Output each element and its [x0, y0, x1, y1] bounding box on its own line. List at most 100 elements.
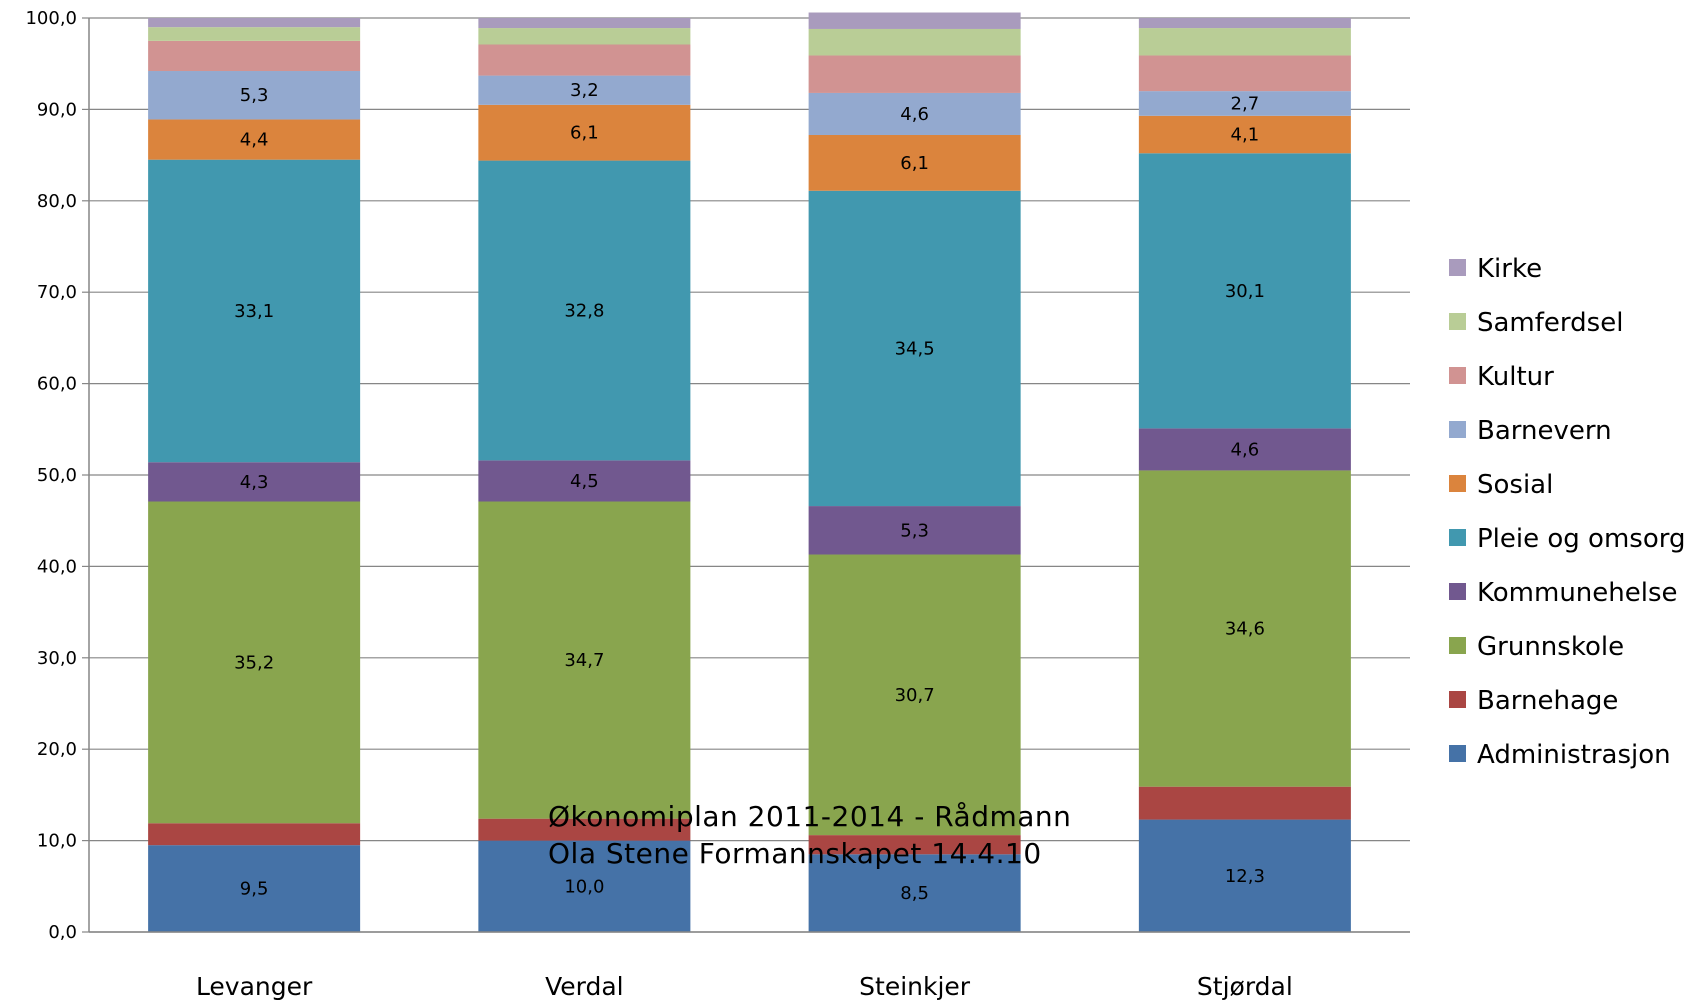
- legend: Kirke Samferdsel Kultur Barnevern Sosial Plei…: [1449, 254, 1685, 770]
- bar-segment: [1138, 428, 1351, 471]
- annotation-line-2: Ola Stene Formannskapet 14.4.10: [548, 837, 1042, 870]
- bar-segment: [478, 28, 691, 45]
- legend-label: Pleie og omsorg: [1477, 524, 1685, 554]
- x-axis-categories: Levanger Verdal Steinkjer Stjørdal: [196, 972, 1293, 1000]
- annotation-text: Økonomiplan 2011-2014 - Rådmann Ola Sten…: [548, 800, 1071, 870]
- y-tick-label: 60,0: [37, 374, 77, 395]
- legend-swatch: [1449, 367, 1466, 384]
- data-label: 8,5: [900, 883, 929, 904]
- x-category-label: Levanger: [196, 972, 313, 1000]
- bar-segment: [808, 854, 1021, 932]
- bar-segment: [808, 835, 1021, 855]
- bar-segment: [808, 134, 1021, 191]
- bar-segment: [148, 845, 361, 932]
- legend-label: Samferdsel: [1477, 308, 1623, 338]
- data-label: 30,1: [1225, 281, 1265, 302]
- data-label: 35,2: [234, 652, 274, 673]
- y-tick-label: 70,0: [37, 282, 77, 303]
- bar-segment: [808, 92, 1021, 135]
- legend-swatch: [1449, 529, 1466, 546]
- bar-segment: [478, 104, 691, 161]
- data-label: 34,7: [564, 650, 604, 671]
- y-tick-label: 100,0: [25, 8, 77, 29]
- y-tick-label: 50,0: [37, 465, 77, 486]
- data-label: 9,5: [240, 879, 269, 900]
- bar-segment: [478, 501, 691, 819]
- bar-segment: [478, 460, 691, 502]
- legend-label: Barnehage: [1477, 686, 1618, 716]
- bar-segment: [1138, 18, 1351, 29]
- data-label: 4,5: [570, 471, 599, 492]
- data-label: 34,5: [895, 338, 935, 359]
- data-label: 6,1: [900, 153, 929, 174]
- bar-segment: [148, 40, 361, 72]
- bar-segment: [1138, 115, 1351, 154]
- bar-segment: [1138, 470, 1351, 787]
- y-tick-label: 40,0: [37, 556, 77, 577]
- data-label: 33,1: [234, 301, 274, 322]
- data-label: 4,6: [1231, 439, 1260, 460]
- legend-swatch: [1449, 475, 1466, 492]
- data-label: 34,6: [1225, 619, 1265, 640]
- y-tick-label: 80,0: [37, 191, 77, 212]
- data-label: 4,1: [1231, 125, 1260, 146]
- bar-segment: [478, 18, 691, 29]
- legend-swatch: [1449, 691, 1466, 708]
- legend-swatch: [1449, 637, 1466, 654]
- bar-stacks: 9,5 35,2 4,3 33,1 4,4 5,3 10,0 34,7 4,5 32,8 6,1 3,…: [148, 12, 1351, 932]
- data-label: 6,1: [570, 123, 599, 144]
- legend-swatch: [1449, 745, 1466, 762]
- legend-label: Grunnskole: [1477, 632, 1624, 662]
- bar-segment: [148, 462, 361, 502]
- bar-segment: [808, 12, 1021, 29]
- data-label: 10,0: [564, 876, 604, 897]
- legend-label: Kirke: [1477, 254, 1542, 284]
- bar-segment: [808, 554, 1021, 836]
- bar-segment: [1138, 55, 1351, 92]
- legend-label: Barnevern: [1477, 416, 1612, 446]
- bar-segment: [478, 44, 691, 76]
- x-category-label: Stjørdal: [1197, 972, 1293, 1000]
- bar-segment: [808, 506, 1021, 555]
- bar-segment: [478, 160, 691, 461]
- x-category-label: Verdal: [545, 972, 624, 1000]
- bar-segment: [148, 119, 361, 160]
- bar-segment: [148, 27, 361, 41]
- y-tick-label: 30,0: [37, 648, 77, 669]
- legend-label: Sosial: [1477, 470, 1553, 500]
- data-label: 2,7: [1231, 93, 1260, 114]
- data-label: 4,4: [240, 130, 269, 151]
- bar-segment: [478, 818, 691, 841]
- data-label: 4,6: [900, 104, 929, 125]
- x-category-label: Steinkjer: [859, 972, 971, 1000]
- y-tick-label: 0,0: [48, 922, 77, 943]
- bar-segment: [1138, 153, 1351, 429]
- bar-segment: [148, 501, 361, 824]
- legend-swatch: [1449, 583, 1466, 600]
- bar-segment: [1138, 786, 1351, 820]
- data-label: 32,8: [564, 300, 604, 321]
- data-label: 3,2: [570, 80, 599, 101]
- data-label: 30,7: [895, 685, 935, 706]
- bar-segment: [1138, 91, 1351, 116]
- y-tick-label: 90,0: [37, 99, 77, 120]
- bar-segment: [808, 55, 1021, 93]
- bar-segment: [148, 71, 361, 120]
- legend-label: Administrasjon: [1477, 740, 1671, 770]
- bar-segment: [478, 75, 691, 105]
- bar-segment: [478, 840, 691, 932]
- legend-swatch: [1449, 259, 1466, 276]
- legend-swatch: [1449, 421, 1466, 438]
- legend-label: Kultur: [1477, 362, 1554, 392]
- bar-segment: [148, 18, 361, 28]
- bar-segment: [148, 159, 361, 463]
- bar-segment: [1138, 819, 1351, 932]
- bar-segment: [1138, 28, 1351, 56]
- data-label: 5,3: [900, 520, 929, 541]
- y-tick-label: 20,0: [37, 739, 77, 760]
- bar-segment: [808, 28, 1021, 56]
- bar-segment: [808, 190, 1021, 507]
- data-label: 5,3: [240, 85, 269, 106]
- y-axis-ticks: 0,0 10,0 20,0 30,0 40,0 50,0 60,0 70,0 80,0 90,0 1…: [25, 8, 89, 943]
